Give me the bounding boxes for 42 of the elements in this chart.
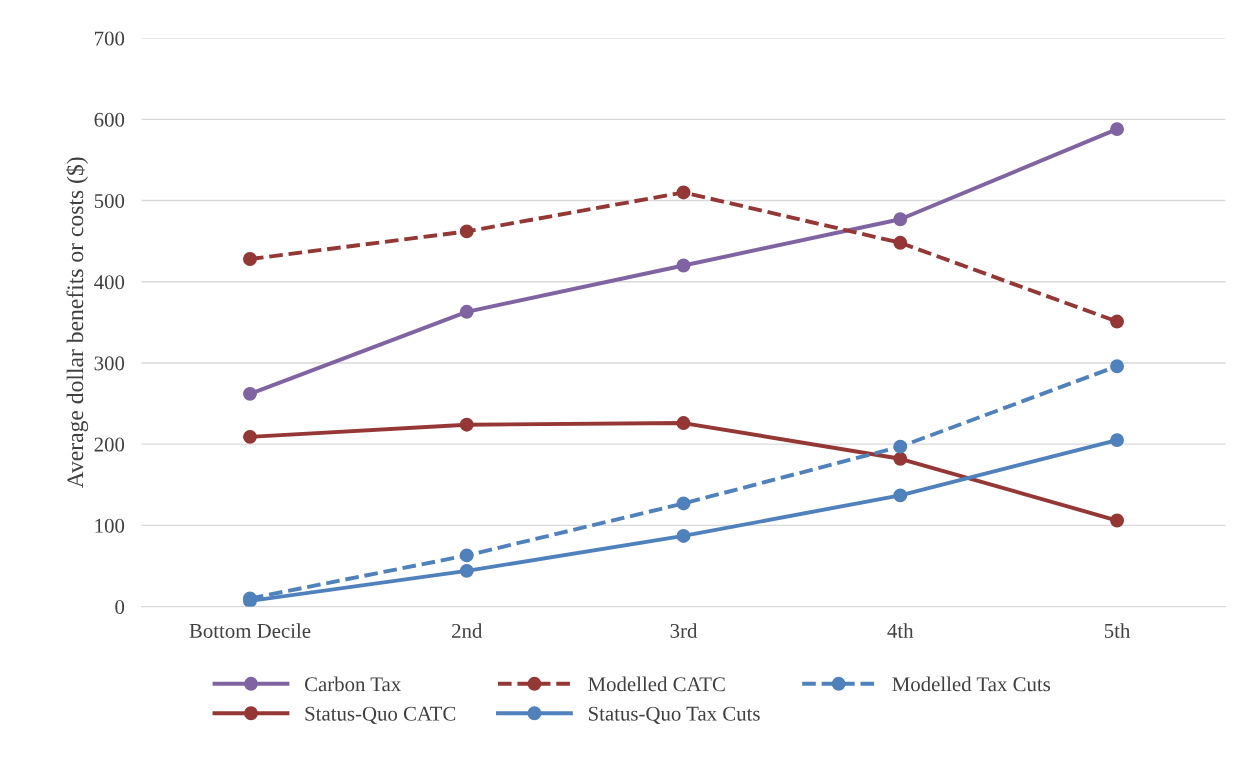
y-tick-label: 500 xyxy=(94,193,125,208)
point xyxy=(893,488,908,503)
y-tick-label: 0 xyxy=(115,599,125,615)
point xyxy=(1110,433,1124,448)
y-tick-label: 100 xyxy=(95,518,125,533)
legend-label: Status-Quo Tax Cuts xyxy=(588,706,760,724)
point xyxy=(243,252,257,266)
legend-label: Modelled CATC xyxy=(588,676,725,692)
point xyxy=(1110,513,1124,528)
legend-label: Carbon Tax xyxy=(304,676,401,692)
y-axis-title: Average dollar benefits or costs ($) xyxy=(65,157,89,489)
point xyxy=(893,451,908,466)
point xyxy=(676,496,691,511)
y-tick-label: 700 xyxy=(95,31,125,46)
point xyxy=(676,528,691,543)
legend-label: Modelled Tax Cuts xyxy=(892,676,1051,692)
y-tick-label: 200 xyxy=(94,437,125,452)
point xyxy=(893,235,908,250)
point xyxy=(459,563,474,578)
point xyxy=(676,416,691,431)
y-tick-label: 600 xyxy=(94,112,125,127)
x-tick-label: 5th xyxy=(1104,623,1131,638)
point xyxy=(1110,314,1124,329)
y-tick-label: 400 xyxy=(94,275,125,290)
x-tick-label: 2nd xyxy=(452,623,483,638)
legend-label: Status-Quo CATC xyxy=(305,706,456,724)
point xyxy=(243,386,257,401)
point xyxy=(676,258,691,273)
point xyxy=(893,212,908,227)
point xyxy=(676,185,691,200)
point xyxy=(1110,359,1124,374)
point xyxy=(1110,122,1124,137)
point xyxy=(459,417,474,432)
x-tick-label: Bottom Decile xyxy=(189,623,311,638)
point xyxy=(459,548,474,563)
point xyxy=(893,439,908,454)
point xyxy=(459,304,474,319)
point xyxy=(459,224,474,239)
point xyxy=(243,429,257,444)
x-tick-label: 4th xyxy=(887,623,914,638)
x-tick-label: 3rd xyxy=(670,623,698,638)
y-tick-label: 300 xyxy=(94,356,125,371)
